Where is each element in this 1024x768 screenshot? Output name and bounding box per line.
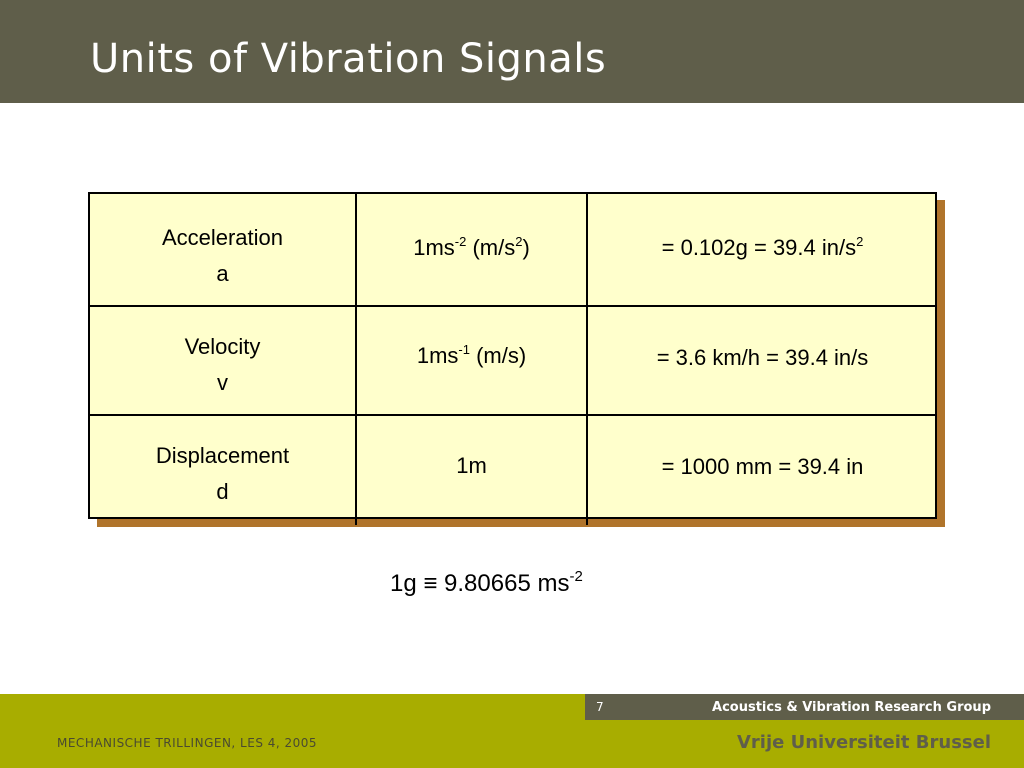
research-group-name: Acoustics & Vibration Research Group [712, 700, 991, 715]
table-cell-unit: 1ms-2 (m/s2) [357, 204, 586, 292]
table-cell-unit: 1m [357, 422, 586, 510]
table-column-divider [586, 194, 588, 525]
title-bar [0, 0, 1024, 103]
table-row-divider [90, 305, 937, 307]
equivalent-value: = 3.6 km/h = 39.4 in/s [656, 345, 869, 370]
equivalent-value: = 0.102g = 39.4 in/s2 [661, 234, 864, 260]
table-cell-equivalent: = 0.102g = 39.4 in/s2 [588, 204, 937, 292]
quantity-symbol: v [217, 370, 228, 395]
page-number: 7 [596, 700, 604, 714]
units-table: Acceleration a 1ms-2 (m/s2) = 0.102g = 3… [88, 192, 937, 525]
table-row-divider [90, 414, 937, 416]
university-name: Vrije Universiteit Brussel [737, 732, 991, 753]
quantity-symbol: d [216, 479, 229, 504]
quantity-name: Acceleration [161, 225, 284, 250]
table-cell-quantity: Displacement d [90, 430, 355, 518]
table-cell-quantity: Velocity v [90, 321, 355, 409]
equivalent-value: = 1000 mm = 39.4 in [661, 454, 864, 479]
quantity-name: Velocity [184, 334, 261, 359]
unit-value: 1ms-2 (m/s2) [413, 234, 530, 260]
unit-value: 1m [456, 453, 487, 478]
quantity-name: Displacement [155, 443, 290, 468]
footer-tab [585, 694, 1024, 720]
table-cell-equivalent: = 1000 mm = 39.4 in [588, 423, 937, 511]
course-label: MECHANISCHE TRILLINGEN, LES 4, 2005 [57, 736, 318, 750]
table-cell-quantity: Acceleration a [90, 212, 355, 300]
g-definition-formula: 1g ≡ 9.80665 ms-2 [390, 568, 583, 597]
unit-value: 1ms-1 (m/s) [416, 342, 527, 368]
slide-title: Units of Vibration Signals [90, 36, 607, 82]
table-column-divider [355, 194, 357, 525]
table-cell-equivalent: = 3.6 km/h = 39.4 in/s [588, 314, 937, 402]
table-cell-unit: 1ms-1 (m/s) [357, 312, 586, 400]
quantity-symbol: a [216, 261, 229, 286]
